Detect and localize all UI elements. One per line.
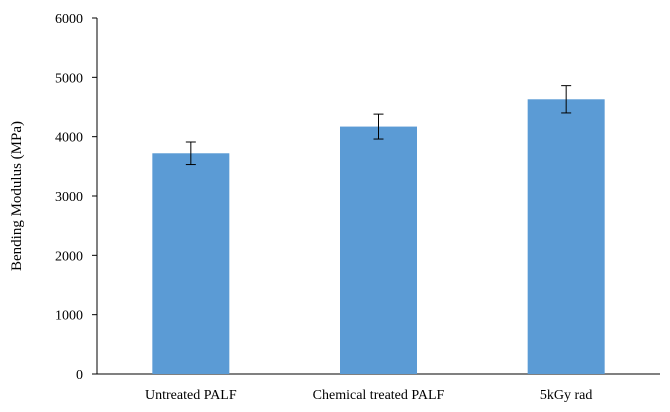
bar xyxy=(527,99,605,374)
y-tick-label: 0 xyxy=(76,368,83,383)
y-tick-label: 2000 xyxy=(55,249,83,264)
x-tick-label: 5kGy rad xyxy=(540,388,593,403)
bars xyxy=(152,99,605,374)
bar xyxy=(152,153,230,374)
y-tick-label: 6000 xyxy=(55,12,83,27)
y-tick-label: 4000 xyxy=(55,131,83,146)
y-tick-label: 1000 xyxy=(55,309,83,324)
error-bars xyxy=(185,85,572,166)
x-tick-label: Untreated PALF xyxy=(145,388,237,403)
x-tick-label: Chemical treated PALF xyxy=(313,388,445,403)
x-tick-labels: Untreated PALF Chemical treated PALF 5kGy … xyxy=(145,388,592,403)
bar xyxy=(340,126,417,374)
y-tick-label: 5000 xyxy=(55,71,83,86)
y-axis-title: Bending Modulus (MPa) xyxy=(9,121,25,271)
y-tick-labels: 0 1000 2000 3000 4000 5000 6000 xyxy=(55,12,97,383)
y-tick-label: 3000 xyxy=(55,190,83,205)
